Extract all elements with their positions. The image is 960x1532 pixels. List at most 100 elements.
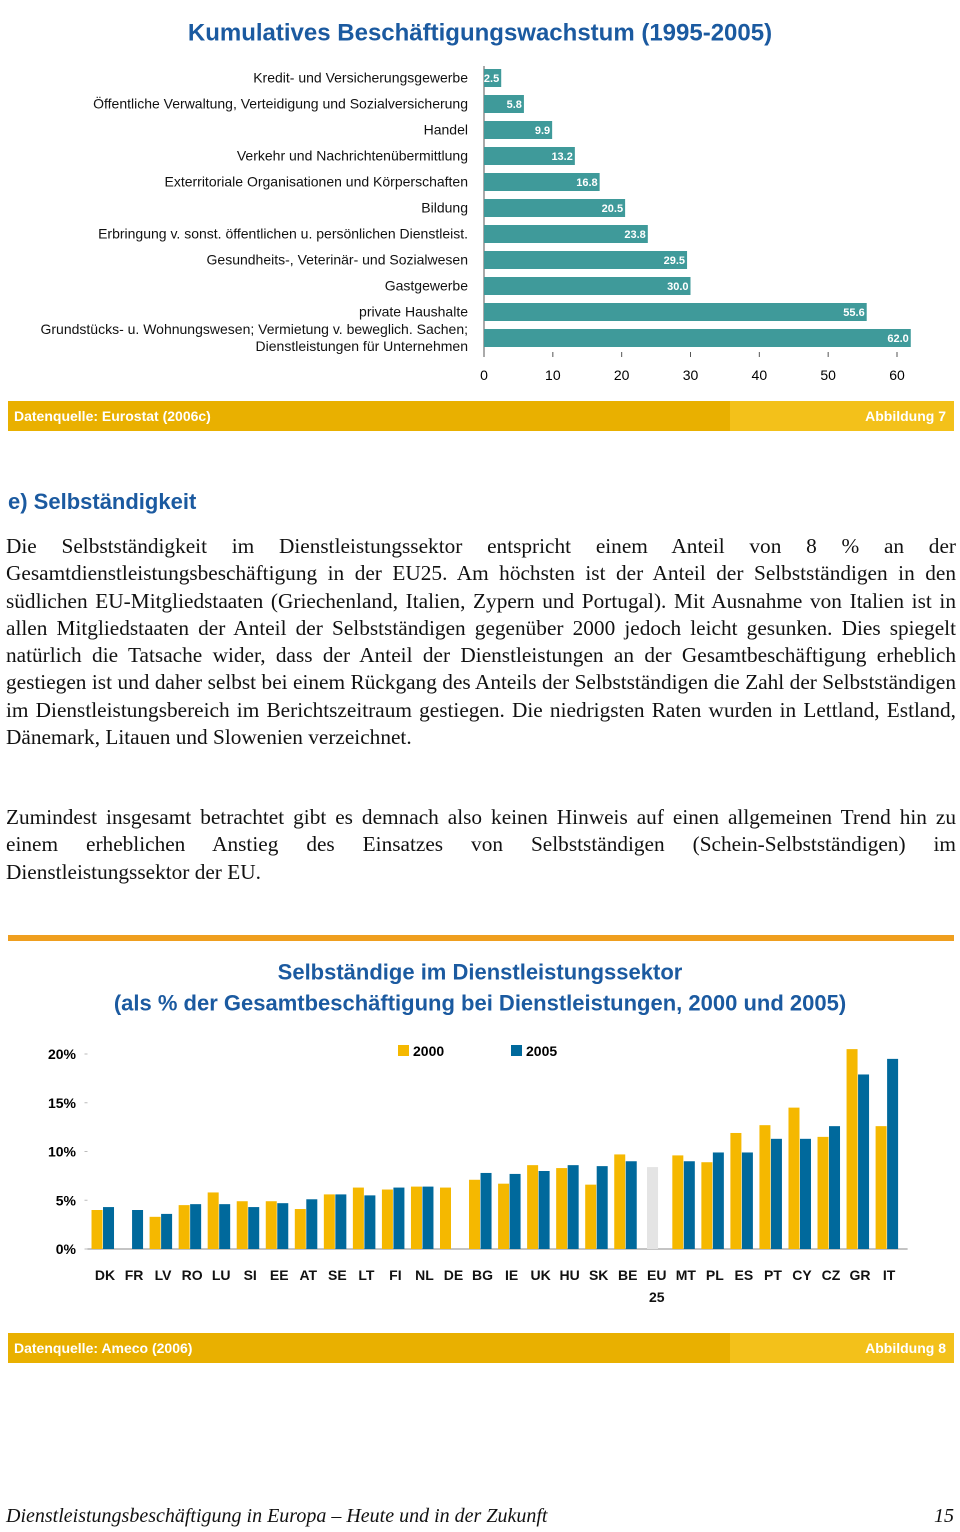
legend-label: 2000 <box>413 1043 444 1059</box>
x-tick-label: CZ <box>821 1267 841 1283</box>
x-tick-label: NL <box>415 1267 434 1283</box>
x-tick-label: 0 <box>480 367 488 383</box>
bar <box>294 1209 306 1249</box>
bar <box>829 1126 841 1249</box>
x-tick-label: MT <box>675 1267 696 1283</box>
bar <box>788 1107 800 1249</box>
bar <box>672 1155 684 1249</box>
value-label: 9.9 <box>535 125 550 137</box>
bar <box>887 1058 899 1249</box>
bar <box>484 251 688 269</box>
bar <box>683 1161 695 1249</box>
bar <box>567 1165 579 1249</box>
x-tick-label: UK <box>530 1267 551 1283</box>
x-tick-label: 10 <box>545 367 561 383</box>
bar <box>161 1213 173 1249</box>
bar <box>701 1162 713 1249</box>
section-heading: e) Selbständigkeit <box>8 489 197 514</box>
y-tick-label: 0% <box>56 1241 77 1257</box>
bar <box>484 95 524 113</box>
paragraph: Zumindest insgesamt betrachtet gibt es d… <box>6 805 956 884</box>
x-tick-label: 40 <box>752 367 768 383</box>
chart-title: Kumulatives Beschäftigungswachstum (1995… <box>188 20 772 47</box>
x-tick-label: DK <box>94 1267 116 1283</box>
bar <box>484 147 575 165</box>
bar <box>741 1152 753 1249</box>
bar <box>484 199 626 217</box>
x-tick-label: PL <box>705 1267 724 1283</box>
bar <box>538 1171 550 1249</box>
bar <box>484 121 553 139</box>
bar <box>614 1154 626 1249</box>
x-tick-label: IE <box>504 1267 519 1283</box>
bar <box>817 1136 829 1249</box>
x-tick-label: EU 25 <box>647 1267 667 1305</box>
x-tick-label: DE <box>443 1267 464 1283</box>
value-label: 16.8 <box>576 177 597 189</box>
bar <box>770 1138 782 1249</box>
x-tick-label: FI <box>389 1267 402 1283</box>
bar <box>207 1192 219 1249</box>
bar <box>484 303 867 321</box>
bar <box>410 1186 422 1249</box>
x-tick-label: CY <box>792 1267 812 1283</box>
bar <box>149 1216 161 1249</box>
bar <box>91 1210 103 1249</box>
bar <box>190 1204 202 1249</box>
x-tick-label: 60 <box>889 367 905 383</box>
bar <box>219 1204 231 1249</box>
y-tick-label: 10% <box>48 1144 77 1160</box>
x-tick-label: EE <box>269 1267 289 1283</box>
y-tick-label: 5% <box>56 1192 77 1208</box>
bar <box>484 329 911 347</box>
x-tick-label: HU <box>559 1267 580 1283</box>
legend-swatch <box>511 1045 522 1056</box>
source: Datenquelle: Eurostat (2006c) <box>8 401 730 431</box>
x-tick-label: RO <box>181 1267 203 1283</box>
bar <box>277 1203 289 1249</box>
x-tick-label: SK <box>588 1267 609 1283</box>
category-label: Gesundheits-, Veterinär- und Sozialwesen <box>206 251 468 268</box>
bar <box>364 1195 376 1249</box>
chart-title: Selbständige im Dienstleistungssektor <box>278 960 683 985</box>
category-label: Grundstücks- u. Wohnungswesen; Vermietun… <box>40 321 469 354</box>
x-tick-label: IT <box>882 1267 896 1283</box>
bar <box>484 277 691 295</box>
category-label: Handel <box>423 121 468 138</box>
bar <box>647 1167 659 1249</box>
x-tick-label: LT <box>358 1267 375 1283</box>
x-tick-label: SE <box>327 1267 347 1283</box>
category-label: Bildung <box>421 199 468 216</box>
bar <box>323 1194 335 1249</box>
bar <box>509 1173 521 1249</box>
bar <box>132 1210 144 1249</box>
figure-label: Abbildung 8 <box>730 1333 954 1363</box>
x-tick-label: 20 <box>614 367 630 383</box>
x-tick-label: GR <box>849 1267 871 1283</box>
divider <box>8 935 954 941</box>
bar <box>178 1205 190 1249</box>
value-label: 55.6 <box>843 307 864 319</box>
value-label: 13.2 <box>551 151 572 163</box>
bar <box>498 1183 510 1249</box>
figure-label: Abbildung 7 <box>730 401 954 431</box>
x-tick-label: LV <box>154 1267 172 1283</box>
x-tick-label: ES <box>734 1267 754 1283</box>
bar <box>306 1199 318 1249</box>
paragraph: Die Selbstständigkeit im Dienstleistungs… <box>6 534 956 750</box>
bar <box>596 1166 608 1249</box>
page-number: 15 <box>934 1505 954 1527</box>
bar <box>875 1126 887 1249</box>
x-tick-label: BG <box>472 1267 494 1283</box>
bar <box>484 173 600 191</box>
bar <box>103 1207 115 1249</box>
bar <box>484 69 502 87</box>
category-label: Öffentliche Verwaltung, Verteidigung und… <box>93 95 468 112</box>
bar <box>422 1186 434 1249</box>
y-tick-label: 15% <box>48 1095 77 1111</box>
value-label: 20.5 <box>602 203 623 215</box>
bar <box>625 1161 637 1249</box>
x-tick-label: PT <box>763 1267 782 1283</box>
